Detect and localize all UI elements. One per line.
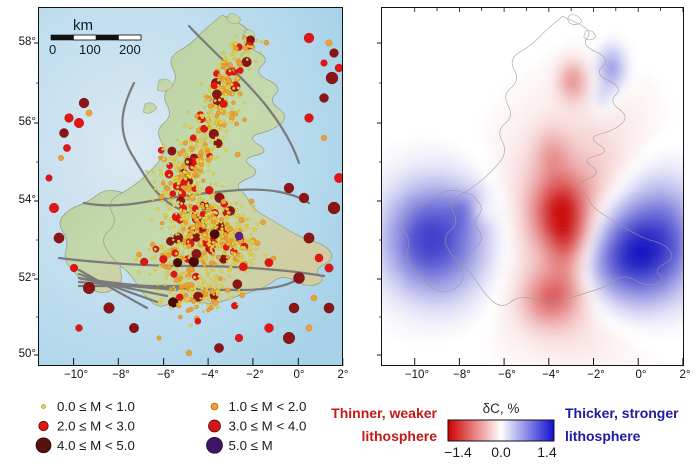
svg-text:1.4: 1.4 xyxy=(537,444,557,460)
svg-text:Thicker, stronger: Thicker, stronger xyxy=(565,405,679,421)
svg-text:lithosphere: lithosphere xyxy=(565,428,641,444)
svg-text:0.0 ≤ M < 1.0: 0.0 ≤ M < 1.0 xyxy=(57,399,135,414)
svg-text:δC, %: δC, % xyxy=(483,401,520,416)
svg-text:0: 0 xyxy=(49,42,56,57)
svg-text:2.0 ≤ M < 3.0: 2.0 ≤ M < 3.0 xyxy=(57,419,135,434)
svg-text:100: 100 xyxy=(79,42,101,57)
svg-text:Thinner, weaker: Thinner, weaker xyxy=(331,405,437,421)
svg-text:−1.4: −1.4 xyxy=(444,444,472,460)
svg-text:5.0 ≤ M: 5.0 ≤ M xyxy=(229,438,273,453)
svg-text:3.0 ≤ M < 4.0: 3.0 ≤ M < 4.0 xyxy=(229,419,307,434)
svg-text:4.0 ≤ M < 5.0: 4.0 ≤ M < 5.0 xyxy=(57,438,135,453)
svg-text:1.0 ≤ M < 2.0: 1.0 ≤ M < 2.0 xyxy=(229,399,307,414)
svg-text:0.0: 0.0 xyxy=(491,444,511,460)
svg-text:km: km xyxy=(73,17,93,34)
svg-text:200: 200 xyxy=(119,42,141,57)
svg-text:lithosphere: lithosphere xyxy=(362,428,438,444)
